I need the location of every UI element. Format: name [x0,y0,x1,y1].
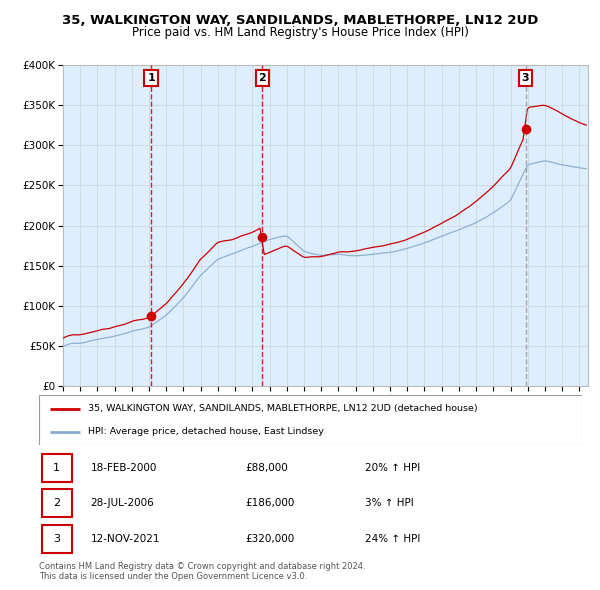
Text: Contains HM Land Registry data © Crown copyright and database right 2024.
This d: Contains HM Land Registry data © Crown c… [39,562,365,581]
Text: HPI: Average price, detached house, East Lindsey: HPI: Average price, detached house, East… [88,427,324,437]
Text: 20% ↑ HPI: 20% ↑ HPI [365,463,420,473]
Text: 3: 3 [522,73,529,83]
Text: 1: 1 [147,73,155,83]
Text: 28-JUL-2006: 28-JUL-2006 [91,499,154,508]
Text: 3% ↑ HPI: 3% ↑ HPI [365,499,413,508]
Text: 1: 1 [53,463,60,473]
Text: £186,000: £186,000 [245,499,295,508]
Text: 24% ↑ HPI: 24% ↑ HPI [365,534,420,543]
Text: 2: 2 [53,499,60,508]
Text: 2: 2 [258,73,266,83]
Bar [42,525,71,553]
Text: 35, WALKINGTON WAY, SANDILANDS, MABLETHORPE, LN12 2UD (detached house): 35, WALKINGTON WAY, SANDILANDS, MABLETHO… [88,404,478,414]
Text: £88,000: £88,000 [245,463,288,473]
Text: Price paid vs. HM Land Registry's House Price Index (HPI): Price paid vs. HM Land Registry's House … [131,26,469,39]
Text: 12-NOV-2021: 12-NOV-2021 [91,534,160,543]
Bar [42,454,71,482]
Text: 35, WALKINGTON WAY, SANDILANDS, MABLETHORPE, LN12 2UD: 35, WALKINGTON WAY, SANDILANDS, MABLETHO… [62,14,538,27]
Text: £320,000: £320,000 [245,534,295,543]
Bar [42,489,71,517]
Text: 18-FEB-2000: 18-FEB-2000 [91,463,157,473]
Text: 3: 3 [53,534,60,543]
